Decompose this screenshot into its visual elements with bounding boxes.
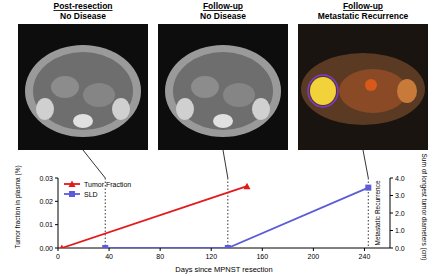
spine: [73, 114, 93, 128]
y-tick-label: 0.01: [39, 221, 53, 228]
point: [102, 245, 108, 248]
x-tick-label: 240: [359, 253, 371, 260]
x-tick: [364, 248, 365, 251]
scan-connector: [223, 150, 228, 178]
point: [225, 245, 231, 248]
y-tick: [55, 248, 58, 249]
x-tick: [211, 248, 212, 251]
abdomen: [173, 52, 273, 130]
x-tick: [109, 248, 110, 251]
bowel: [191, 76, 219, 98]
point: [243, 183, 250, 190]
image-bg: [18, 24, 148, 150]
legend-label: Tumor Fraction: [84, 181, 131, 188]
body-outline: [301, 53, 425, 125]
x-axis-label: Days since MPNST resection: [175, 265, 272, 274]
chest: [339, 69, 407, 113]
y2-tick: [390, 248, 393, 249]
bowel: [83, 83, 115, 107]
scan-image: [18, 24, 148, 150]
y-axis-label: Tumor fraction in plasma (%): [14, 165, 22, 248]
bowel: [51, 76, 79, 98]
y-tick-label: 0.03: [39, 175, 53, 182]
bone: [252, 98, 270, 120]
y2-tick: [390, 195, 393, 196]
y-tick-label: 0.00: [39, 245, 53, 252]
bone: [176, 98, 194, 120]
y2-tick-label: 0.0: [395, 245, 405, 252]
y-axis: [58, 178, 59, 248]
series-line: [105, 188, 368, 248]
legend-marker: [69, 191, 75, 197]
y-tick: [55, 224, 58, 225]
x-tick: [160, 248, 161, 251]
y-tick-label: 0.02: [39, 198, 53, 205]
x-tick-label: 120: [205, 253, 217, 260]
scan-guide: [105, 178, 106, 248]
x-tick-label: 200: [308, 253, 320, 260]
y2-axis-label: Sum of longest tumor diameters (cm): [420, 154, 428, 261]
x-tick-label: 0: [56, 253, 60, 260]
x-tick-label: 160: [256, 253, 268, 260]
scan-image: [158, 24, 288, 150]
shoulder: [397, 79, 417, 103]
point: [58, 245, 65, 249]
figure: Post-resectionNo DiseaseFollow-upNo Dise…: [0, 0, 440, 276]
x-tick: [262, 248, 263, 251]
panel-subtitle: No Disease: [60, 11, 106, 21]
panel-title: Post-resection: [53, 1, 112, 11]
body-outline: [25, 45, 141, 137]
y2-tick-label: 4.0: [395, 175, 405, 182]
x-tick: [313, 248, 314, 251]
legend-label: SLD: [84, 191, 98, 198]
uptake: [365, 79, 377, 91]
y2-tick-label: 3.0: [395, 192, 405, 199]
legend-marker: [69, 181, 76, 188]
image-bg: [298, 24, 428, 150]
scan-connector: [83, 150, 105, 178]
panel-title: Follow-up: [203, 1, 243, 11]
x-tick-label: 40: [105, 253, 113, 260]
scan-image: [298, 24, 428, 150]
series-line: [62, 186, 247, 248]
plot-area: [58, 183, 371, 248]
y2-tick-label: 1.0: [395, 227, 405, 234]
y2-tick-label: 2.0: [395, 210, 405, 217]
scan-guide: [227, 178, 228, 248]
scan-connector: [363, 150, 368, 178]
y2-tick: [390, 230, 393, 231]
spine: [213, 114, 233, 128]
y2-tick: [390, 213, 393, 214]
lesion-outline: [308, 75, 338, 107]
y2-tick: [390, 178, 393, 179]
legend: Tumor Fraction SLD: [64, 181, 131, 198]
x-tick-label: 80: [156, 253, 164, 260]
bowel: [223, 83, 255, 107]
bone: [36, 98, 54, 120]
image-bg: [158, 24, 288, 150]
abdomen: [33, 52, 133, 130]
panel-subtitle: No Disease: [200, 11, 246, 21]
lesion: [310, 77, 336, 105]
body-outline: [165, 45, 281, 137]
annotation: Metastatic Recurrence: [374, 180, 381, 245]
bone: [112, 98, 130, 120]
panel-title: Follow-up: [343, 1, 383, 11]
y-tick: [55, 201, 58, 202]
point: [365, 185, 371, 191]
panel-subtitle: Metastatic Recurrence: [318, 11, 409, 21]
y-tick: [55, 178, 58, 179]
